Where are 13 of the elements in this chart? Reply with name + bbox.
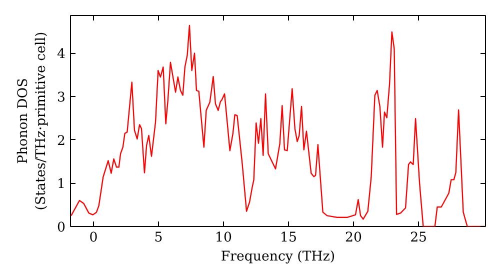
x-tick-label: 15 — [280, 230, 298, 246]
y-tick-label: 3 — [57, 90, 66, 106]
x-tick-label: 0 — [89, 230, 98, 246]
x-tick-label: 5 — [154, 230, 163, 246]
x-tick-label: 20 — [345, 230, 362, 246]
y-tick-label: 1 — [57, 177, 66, 192]
x-tick-label: 10 — [215, 230, 232, 246]
y-tick-label: 4 — [57, 47, 66, 62]
y-axis-title: Phonon DOS (States/THz·primitive cell) — [16, 32, 50, 210]
y-tick-label: 2 — [57, 134, 66, 149]
x-tick-label: 25 — [410, 230, 428, 246]
y-tick-label: 0 — [57, 220, 66, 236]
x-axis-title: Frequency (THz) — [220, 250, 336, 264]
